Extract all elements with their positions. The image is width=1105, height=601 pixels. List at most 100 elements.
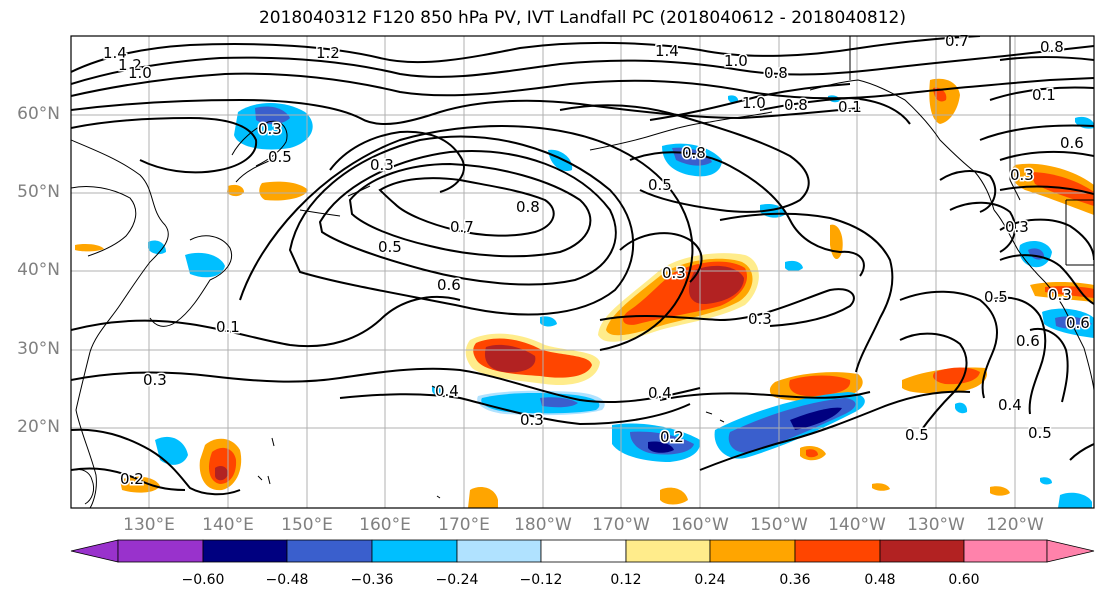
negative-anomaly bbox=[1058, 492, 1092, 508]
contour-label: 0.8 bbox=[784, 96, 808, 114]
positive-anomaly bbox=[1045, 286, 1094, 298]
contour-label: 0.3 bbox=[1048, 286, 1072, 304]
colorbar-bin bbox=[879, 539, 965, 563]
negative-anomaly bbox=[790, 407, 842, 430]
negative-anomaly bbox=[955, 402, 968, 414]
contour-label: 0.6 bbox=[1016, 332, 1040, 350]
negative-anomaly bbox=[785, 260, 803, 272]
lon-tick-label: 130°E bbox=[123, 515, 175, 535]
contour-label: 0.3 bbox=[1010, 166, 1034, 184]
colorbar-bin bbox=[794, 539, 881, 563]
contour-label: 0.3 bbox=[143, 371, 167, 389]
lon-tick-label: 150°E bbox=[281, 515, 333, 535]
map-title: 2018040312 F120 850 hPa PV, IVT Landfall… bbox=[258, 8, 906, 28]
colorbar-bin bbox=[286, 539, 373, 563]
lon-tick-label: 130°W bbox=[907, 515, 965, 535]
contour-label: 1.4 bbox=[655, 42, 679, 60]
contour-label: 0.8 bbox=[1040, 38, 1064, 56]
colorbar-max-extension bbox=[1046, 539, 1095, 563]
colorbar-bin bbox=[709, 539, 796, 563]
positive-anomaly bbox=[789, 375, 851, 397]
colorbar-tick-label: 0.48 bbox=[864, 572, 896, 588]
contour-label: 0.5 bbox=[1028, 424, 1052, 442]
colorbar-bin bbox=[456, 539, 542, 563]
contour-label: 1.2 bbox=[118, 56, 142, 74]
negative-anomaly bbox=[540, 316, 557, 327]
contour-label: 0.1 bbox=[838, 98, 862, 116]
contour-label: 0.2 bbox=[120, 470, 144, 488]
positive-anomaly bbox=[484, 344, 536, 373]
lat-tick-label: 60°N bbox=[17, 104, 60, 124]
contour-label: 0.5 bbox=[905, 426, 929, 444]
positive-anomaly bbox=[75, 244, 104, 252]
positive-anomaly bbox=[259, 181, 308, 201]
contour-label: 0.3 bbox=[370, 156, 394, 174]
contour-label: 0.6 bbox=[1066, 314, 1090, 332]
contour-label: 0.3 bbox=[748, 310, 772, 328]
contour-label: 0.5 bbox=[268, 148, 292, 166]
contour-label: 0.3 bbox=[520, 411, 544, 429]
positive-anomaly bbox=[120, 476, 160, 493]
contour-labels: 1.4 1.2 1.0 1.2 1.4 1.0 0.8 0.7 0.8 1.0 … bbox=[102, 31, 1092, 490]
colorbar-tick-label: −0.48 bbox=[265, 572, 309, 588]
contour-label: 0.6 bbox=[437, 276, 461, 294]
colorbar-tick-label: 0.36 bbox=[779, 572, 811, 588]
contour-label: 0.4 bbox=[998, 396, 1022, 414]
graticule bbox=[71, 36, 1094, 508]
colorbar-tick-label: −0.24 bbox=[435, 572, 479, 588]
contour-label: 0.1 bbox=[216, 318, 240, 336]
positive-anomaly bbox=[1030, 172, 1094, 206]
lon-tick-label: 150°W bbox=[750, 515, 808, 535]
colorbar-tick-label: 0.24 bbox=[694, 572, 726, 588]
positive-anomaly bbox=[215, 466, 228, 481]
lat-tick-label: 30°N bbox=[17, 339, 60, 359]
contour-label: 0.5 bbox=[378, 238, 402, 256]
positive-anomaly bbox=[990, 486, 1010, 496]
positive-anomaly bbox=[468, 487, 498, 508]
lon-tick-label: 170°E bbox=[438, 515, 490, 535]
negative-anomaly bbox=[648, 441, 674, 453]
contour-label: 0.8 bbox=[764, 64, 788, 82]
contour-label: 0.2 bbox=[660, 428, 684, 446]
map-frame bbox=[70, 35, 1095, 509]
lon-tick-label: 140°W bbox=[828, 515, 886, 535]
colorbar-bin bbox=[371, 539, 458, 563]
positive-anomaly bbox=[660, 487, 688, 505]
colorbar-bin bbox=[540, 539, 627, 563]
lon-tick-label: 160°W bbox=[671, 515, 729, 535]
coastlines bbox=[71, 36, 1094, 508]
contour-label: 0.7 bbox=[945, 32, 969, 50]
contour-label: 0.3 bbox=[1005, 218, 1029, 236]
negative-anomaly bbox=[148, 240, 166, 255]
negative-anomaly bbox=[1055, 316, 1092, 329]
colorbar-tick-label: −0.60 bbox=[181, 572, 225, 588]
colorbar-tick-label: 0.12 bbox=[610, 572, 642, 588]
lon-tick-label: 140°E bbox=[202, 515, 254, 535]
lon-tick-label: 180°W bbox=[514, 515, 572, 535]
contour-label: 1.0 bbox=[742, 94, 766, 112]
positive-anomaly bbox=[806, 449, 818, 458]
contour-label: 0.1 bbox=[1032, 86, 1056, 104]
colorbar-tick-label: 0.60 bbox=[948, 572, 980, 588]
contour-label: 0.5 bbox=[648, 176, 672, 194]
negative-anomaly bbox=[540, 397, 578, 408]
contour-label: 0.4 bbox=[648, 384, 672, 402]
contour-label: 1.0 bbox=[724, 52, 748, 70]
colorbar-tick-label: −0.36 bbox=[350, 572, 394, 588]
lon-tick-label: 160°E bbox=[359, 515, 411, 535]
positive-anomaly bbox=[688, 265, 744, 305]
colorbar bbox=[70, 539, 1095, 563]
pv-contours bbox=[71, 36, 1094, 496]
contour-label: 0.8 bbox=[516, 198, 540, 216]
lon-tick-label: 120°W bbox=[986, 515, 1044, 535]
pc-shading bbox=[75, 78, 1094, 508]
colorbar-bin bbox=[625, 539, 711, 563]
contour-label: 1.0 bbox=[128, 64, 152, 82]
negative-anomaly bbox=[155, 436, 188, 465]
positive-anomaly bbox=[933, 367, 980, 385]
contour-label: 1.2 bbox=[316, 44, 340, 62]
negative-anomaly bbox=[1040, 477, 1052, 485]
contour-label: 1.4 bbox=[103, 44, 127, 62]
colorbar-tick-label: −0.12 bbox=[519, 572, 563, 588]
